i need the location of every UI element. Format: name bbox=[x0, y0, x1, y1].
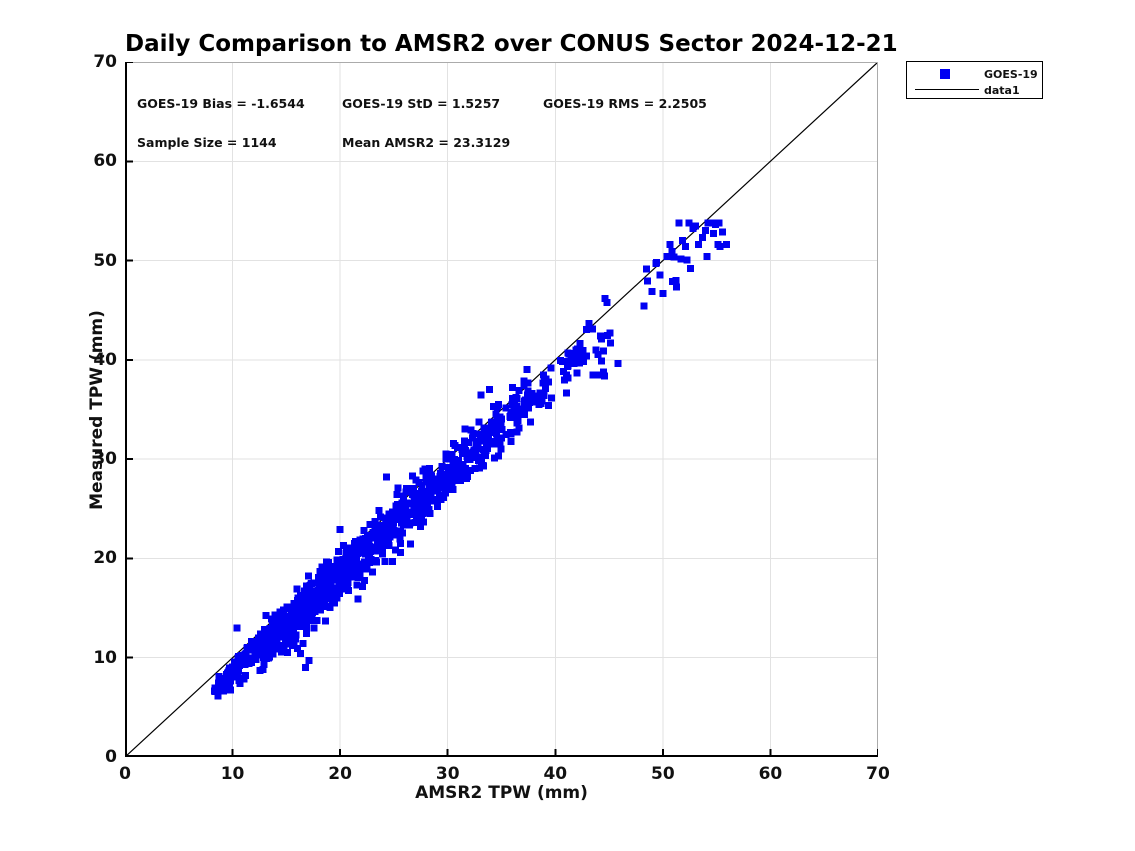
y-tick-label: 50 bbox=[93, 250, 117, 271]
x-tick-label: 10 bbox=[220, 764, 245, 784]
stat-std-text: GOES-19 StD = 1.5257 bbox=[342, 96, 501, 111]
x-axis-label: AMSR2 TPW (mm) bbox=[415, 783, 588, 803]
x-tick-label: 30 bbox=[435, 764, 460, 784]
stat-mean-amsr2-text: Mean AMSR2 = 23.3129 bbox=[342, 135, 511, 150]
stat-rms-text: GOES-19 RMS = 2.2505 bbox=[543, 96, 707, 111]
legend-line-sample-icon bbox=[915, 89, 979, 90]
y-tick-label: 10 bbox=[93, 647, 117, 668]
y-tick-label: 20 bbox=[93, 548, 117, 569]
y-tick-label: 60 bbox=[93, 151, 117, 172]
x-tick-label: 20 bbox=[328, 764, 352, 784]
x-tick-label: 40 bbox=[543, 764, 568, 784]
stat-sample-size-text: Sample Size = 1144 bbox=[137, 135, 277, 150]
legend-label-goes19: GOES-19 bbox=[984, 68, 1038, 81]
legend-label-data1: data1 bbox=[984, 84, 1020, 97]
scatter-plot bbox=[125, 62, 878, 757]
y-tick-label: 70 bbox=[93, 52, 117, 72]
x-tick-label: 70 bbox=[866, 764, 890, 784]
plot-frame bbox=[125, 62, 878, 757]
plot-area bbox=[125, 62, 878, 757]
stat-bias-text: GOES-19 Bias = -1.6544 bbox=[137, 96, 305, 111]
y-tick-label: 30 bbox=[93, 449, 117, 470]
scatter-points bbox=[211, 219, 730, 700]
y-tick-label: 0 bbox=[105, 747, 117, 767]
legend: GOES-19 data1 bbox=[906, 61, 1043, 99]
y-axis-label: Measured TPW (mm) bbox=[87, 310, 107, 510]
legend-marker-square-icon bbox=[940, 69, 950, 79]
x-tick-label: 50 bbox=[651, 764, 675, 784]
chart-title: Daily Comparison to AMSR2 over CONUS Sec… bbox=[125, 31, 898, 57]
x-tick-label: 0 bbox=[119, 764, 131, 784]
x-tick-label: 60 bbox=[758, 764, 783, 784]
y-tick-label: 40 bbox=[93, 349, 117, 370]
identity-line bbox=[125, 62, 878, 757]
